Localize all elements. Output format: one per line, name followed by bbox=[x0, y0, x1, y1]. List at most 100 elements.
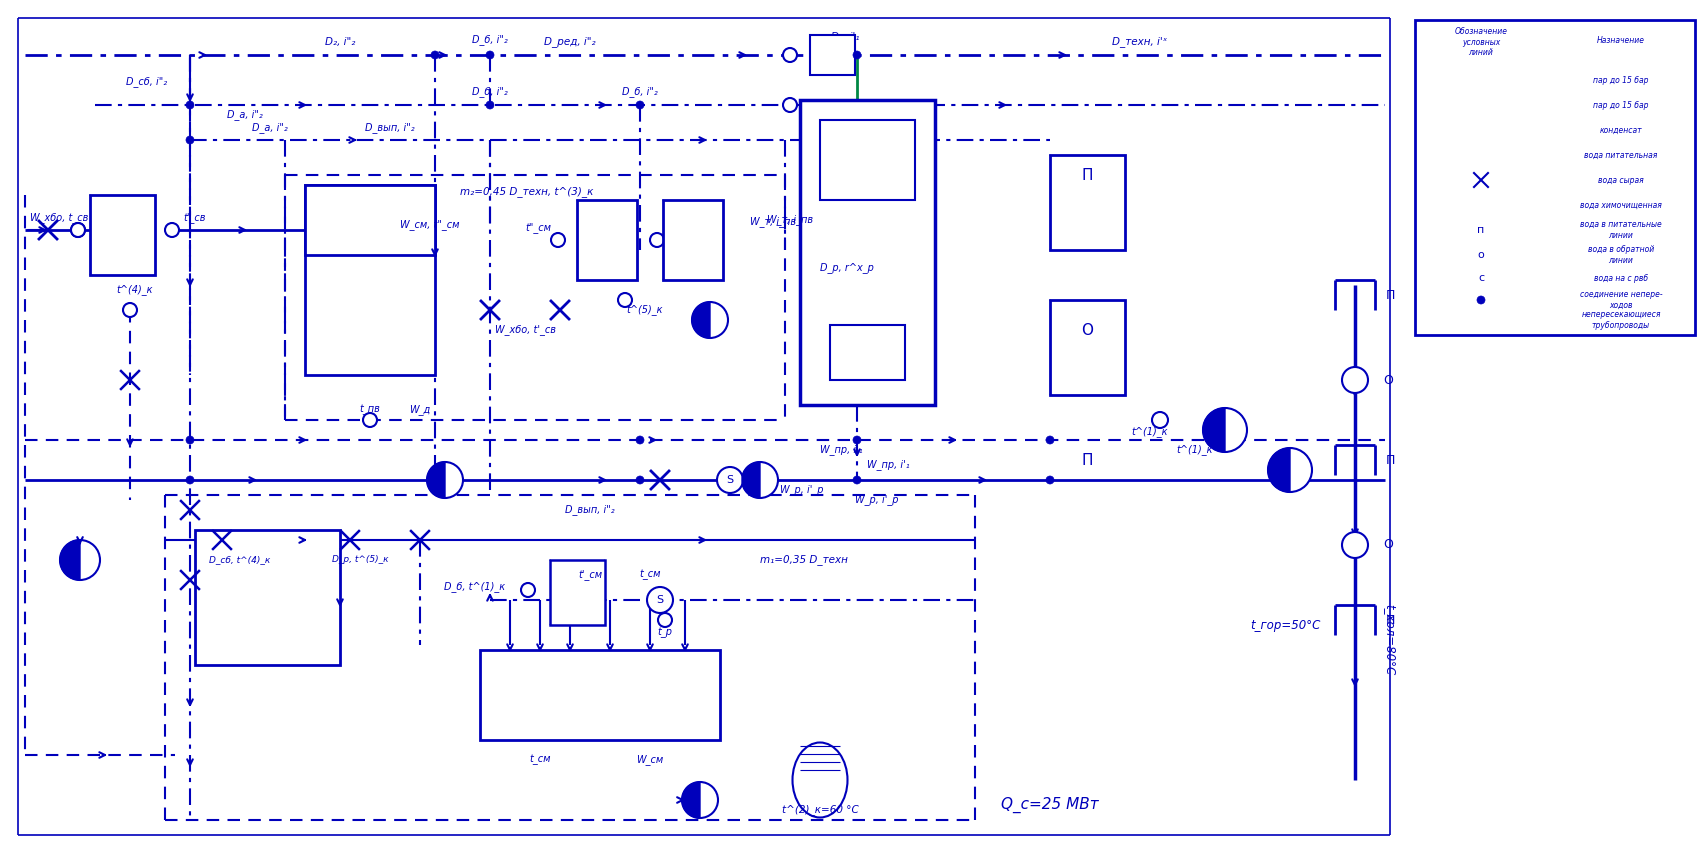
Text: вода в питательные
линии: вода в питательные линии bbox=[1580, 220, 1662, 239]
Text: m₁=0,35 D_техн: m₁=0,35 D_техн bbox=[760, 554, 847, 565]
Text: W_пр, i'₁: W_пр, i'₁ bbox=[868, 459, 910, 470]
Text: t'_см: t'_см bbox=[578, 570, 602, 581]
Text: П: П bbox=[1385, 614, 1395, 627]
Circle shape bbox=[1342, 367, 1368, 393]
Text: О: О bbox=[1383, 538, 1393, 552]
Text: D_сб, t^(4)_к: D_сб, t^(4)_к bbox=[209, 555, 270, 565]
Bar bbox=[1415, 20, 1694, 335]
Text: D_б, i"₂: D_б, i"₂ bbox=[473, 35, 509, 46]
Bar bbox=[480, 650, 720, 740]
Circle shape bbox=[60, 540, 100, 580]
Text: m₂=0,45 D_техн, t^(3)_к: m₂=0,45 D_техн, t^(3)_к bbox=[459, 187, 594, 198]
Text: t^(5)_к: t^(5)_к bbox=[626, 305, 663, 316]
Text: D_техн, i'ˣ: D_техн, i'ˣ bbox=[1112, 37, 1167, 48]
Text: П: П bbox=[1082, 453, 1092, 468]
Circle shape bbox=[430, 51, 439, 59]
Bar bbox=[304, 185, 435, 255]
Circle shape bbox=[852, 436, 861, 444]
Circle shape bbox=[692, 302, 728, 338]
Circle shape bbox=[430, 476, 439, 484]
Circle shape bbox=[636, 476, 645, 484]
Bar bbox=[196, 530, 340, 665]
Circle shape bbox=[646, 587, 674, 613]
Text: вода химочищенная: вода химочищенная bbox=[1580, 200, 1662, 210]
Circle shape bbox=[636, 436, 645, 444]
Text: D_вып, i"₂: D_вып, i"₂ bbox=[366, 122, 415, 133]
Text: t"_см: t"_см bbox=[526, 222, 551, 233]
Text: П: П bbox=[1385, 289, 1395, 301]
Text: D_а, i"₂: D_а, i"₂ bbox=[252, 122, 287, 133]
Text: t^(1)_к: t^(1)_к bbox=[1177, 445, 1213, 455]
Circle shape bbox=[852, 476, 861, 484]
Circle shape bbox=[782, 98, 798, 112]
Circle shape bbox=[1046, 436, 1055, 444]
Text: D_ред, i"₂: D_ред, i"₂ bbox=[544, 37, 595, 48]
Text: t^(2)_к=60 °С: t^(2)_к=60 °С bbox=[782, 805, 859, 815]
Polygon shape bbox=[682, 782, 701, 818]
Text: П: П bbox=[1385, 453, 1395, 466]
Text: D₂, i"₂: D₂, i"₂ bbox=[325, 37, 356, 47]
Bar bbox=[549, 560, 606, 625]
Circle shape bbox=[486, 51, 493, 59]
Text: W_д: W_д bbox=[410, 404, 430, 415]
Text: t_р: t_р bbox=[658, 627, 672, 638]
Circle shape bbox=[682, 782, 718, 818]
Text: W_пр, i'₁: W_пр, i'₁ bbox=[820, 445, 862, 455]
Circle shape bbox=[1476, 296, 1485, 304]
Circle shape bbox=[650, 233, 663, 247]
Text: D_а, i"₂: D_а, i"₂ bbox=[228, 110, 264, 121]
Circle shape bbox=[427, 462, 463, 498]
Text: D₁, i'₁: D₁, i'₁ bbox=[830, 32, 859, 42]
Circle shape bbox=[1203, 408, 1247, 452]
Bar bbox=[1050, 300, 1124, 395]
Polygon shape bbox=[427, 462, 446, 498]
Circle shape bbox=[185, 476, 194, 484]
Text: t_гор=50°С: t_гор=50°С bbox=[1250, 619, 1320, 632]
Circle shape bbox=[122, 303, 138, 317]
Text: D_б, i"₂: D_б, i"₂ bbox=[623, 87, 658, 98]
Circle shape bbox=[1152, 412, 1169, 428]
Text: t_пв: t_пв bbox=[359, 405, 381, 415]
Text: S: S bbox=[726, 475, 733, 485]
Bar bbox=[820, 120, 915, 200]
Circle shape bbox=[1046, 476, 1055, 484]
Circle shape bbox=[551, 233, 565, 247]
Text: О: О bbox=[1383, 374, 1393, 386]
Circle shape bbox=[782, 48, 798, 62]
Circle shape bbox=[852, 51, 861, 59]
Circle shape bbox=[852, 101, 861, 109]
Text: D_сб, i"₂: D_сб, i"₂ bbox=[126, 76, 168, 87]
Bar bbox=[90, 195, 155, 275]
Circle shape bbox=[71, 223, 85, 237]
Circle shape bbox=[1342, 532, 1368, 558]
Bar bbox=[304, 185, 435, 375]
Text: пар до 15 бар: пар до 15 бар bbox=[1594, 100, 1648, 110]
Circle shape bbox=[718, 467, 743, 493]
Text: Назначение: Назначение bbox=[1597, 36, 1645, 44]
Text: О: О bbox=[1082, 323, 1094, 338]
Text: о: о bbox=[1478, 250, 1485, 260]
Circle shape bbox=[185, 136, 194, 144]
Circle shape bbox=[742, 462, 777, 498]
Text: соединение непере-
ходов: соединение непере- ходов bbox=[1580, 290, 1662, 310]
Text: t_см: t_см bbox=[640, 570, 660, 580]
Text: D_вып, i"₂: D_вып, i"₂ bbox=[565, 504, 614, 515]
Circle shape bbox=[71, 223, 85, 237]
Polygon shape bbox=[692, 302, 709, 338]
Text: t^(1)_к: t^(1)_к bbox=[1131, 426, 1169, 437]
Circle shape bbox=[185, 436, 194, 444]
Text: S: S bbox=[657, 595, 663, 605]
Circle shape bbox=[1267, 448, 1311, 492]
Circle shape bbox=[165, 223, 179, 237]
Bar bbox=[1050, 155, 1124, 250]
Bar bbox=[810, 35, 856, 75]
Text: с: с bbox=[1478, 273, 1483, 283]
Text: п: п bbox=[1478, 225, 1485, 235]
Text: t_хол=80°С: t_хол=80°С bbox=[1383, 604, 1397, 676]
Circle shape bbox=[486, 101, 493, 109]
Bar bbox=[663, 200, 723, 280]
Text: t^(4)_к: t^(4)_к bbox=[117, 284, 153, 295]
Text: D_б, t^(1)_к: D_б, t^(1)_к bbox=[444, 582, 505, 593]
Text: конденсат: конденсат bbox=[1599, 126, 1641, 134]
Circle shape bbox=[362, 413, 378, 427]
